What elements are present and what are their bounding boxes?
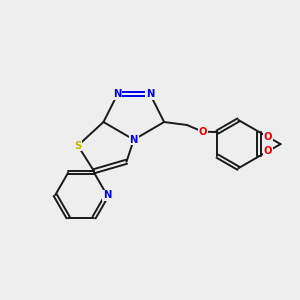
Text: O: O xyxy=(264,132,272,142)
Text: N: N xyxy=(103,190,111,200)
Text: O: O xyxy=(199,127,207,137)
Text: S: S xyxy=(74,141,82,151)
Text: N: N xyxy=(146,89,154,99)
Text: O: O xyxy=(264,146,272,156)
Text: N: N xyxy=(113,89,122,99)
Text: N: N xyxy=(130,135,138,145)
